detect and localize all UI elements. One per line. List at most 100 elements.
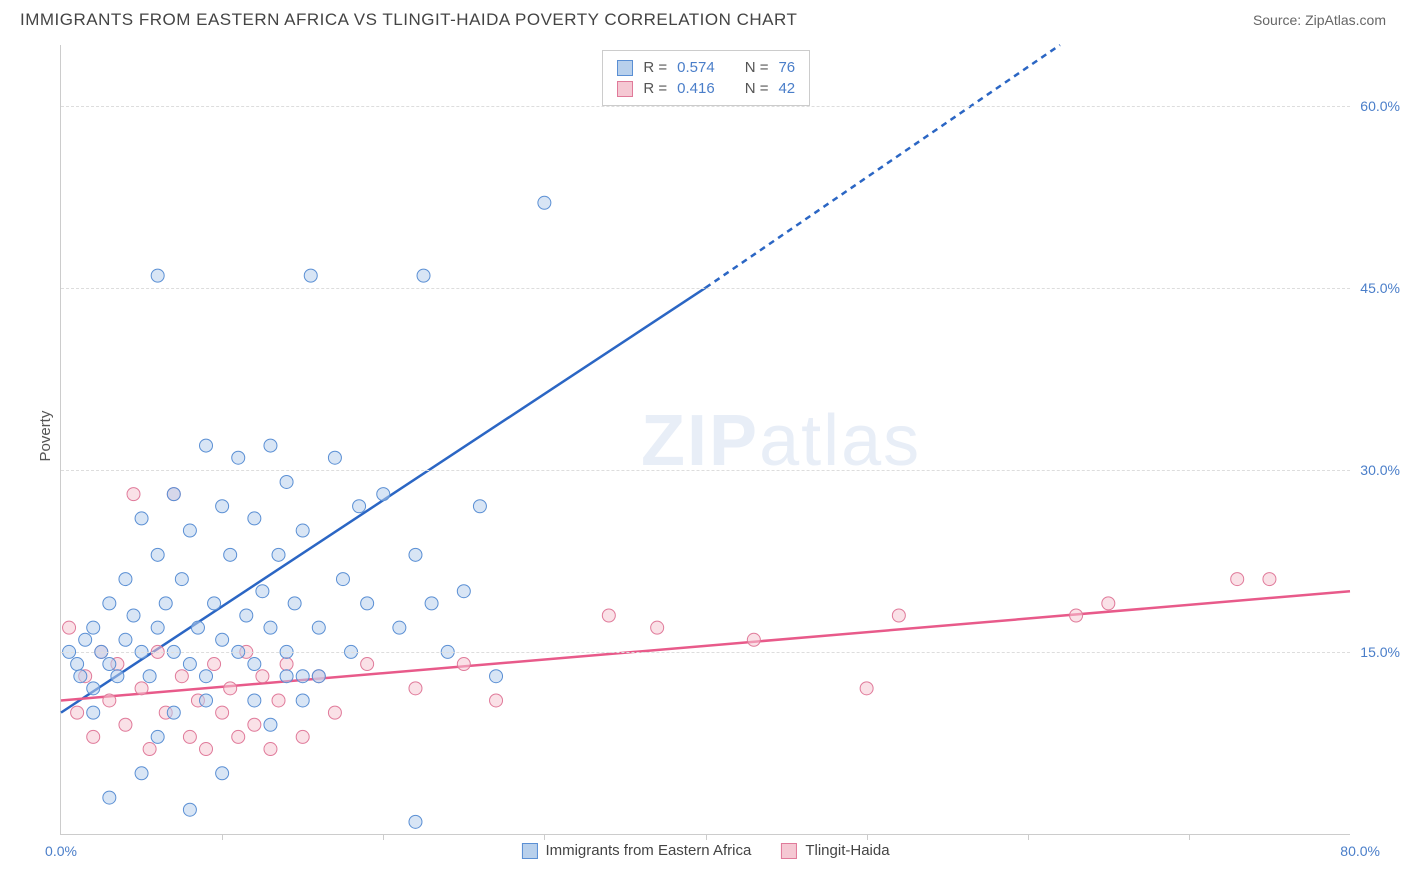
legend-label-a: Immigrants from Eastern Africa <box>545 842 751 859</box>
scatter-point <box>296 694 309 707</box>
scatter-point <box>71 706 84 719</box>
y-axis-label: Poverty <box>37 410 54 461</box>
n-value-a: 76 <box>778 59 795 76</box>
scatter-point <box>248 512 261 525</box>
scatter-point <box>224 548 237 561</box>
scatter-point <box>272 694 285 707</box>
legend-label-b: Tlingit-Haida <box>805 842 889 859</box>
scatter-point <box>353 500 366 513</box>
scatter-point <box>71 658 84 671</box>
scatter-point <box>248 694 261 707</box>
scatter-point <box>892 609 905 622</box>
scatter-point <box>409 682 422 695</box>
r-label: R = <box>643 80 667 97</box>
scatter-point <box>103 791 116 804</box>
legend-bottom: Immigrants from Eastern Africa Tlingit-H… <box>521 842 889 859</box>
scatter-point <box>135 767 148 780</box>
scatter-point <box>296 670 309 683</box>
scatter-point <box>240 609 253 622</box>
scatter-point <box>328 706 341 719</box>
scatter-point <box>1263 573 1276 586</box>
scatter-point <box>296 730 309 743</box>
scatter-point <box>87 706 100 719</box>
scatter-point <box>336 573 349 586</box>
scatter-point <box>232 451 245 464</box>
scatter-point <box>538 196 551 209</box>
scatter-point <box>111 670 124 683</box>
scatter-point <box>167 706 180 719</box>
scatter-point <box>409 548 422 561</box>
chart-container: Poverty ZIPatlas R = 0.574 N = 76 R = 0.… <box>50 45 1390 860</box>
scatter-point <box>256 670 269 683</box>
scatter-point <box>280 475 293 488</box>
scatter-point <box>651 621 664 634</box>
plot-area: ZIPatlas R = 0.574 N = 76 R = 0.416 N = … <box>60 45 1350 835</box>
scatter-point <box>473 500 486 513</box>
scatter-point <box>143 670 156 683</box>
scatter-point <box>151 269 164 282</box>
scatter-point <box>200 670 213 683</box>
scatter-point <box>159 597 172 610</box>
scatter-point <box>216 706 229 719</box>
y-tick-label: 30.0% <box>1360 462 1400 478</box>
scatter-point <box>200 694 213 707</box>
scatter-point <box>393 621 406 634</box>
swatch-series-b <box>617 81 633 97</box>
scatter-point <box>200 743 213 756</box>
scatter-point <box>191 621 204 634</box>
source-label: Source: <box>1253 12 1305 28</box>
scatter-point <box>151 730 164 743</box>
stats-legend-box: R = 0.574 N = 76 R = 0.416 N = 42 <box>602 50 810 106</box>
scatter-point <box>103 658 116 671</box>
scatter-point <box>87 730 100 743</box>
r-value-a: 0.574 <box>677 59 715 76</box>
scatter-point <box>860 682 873 695</box>
scatter-point <box>264 439 277 452</box>
n-label: N = <box>745 59 769 76</box>
scatter-point <box>151 548 164 561</box>
scatter-point <box>119 718 132 731</box>
stats-row-a: R = 0.574 N = 76 <box>617 57 795 78</box>
scatter-point <box>747 633 760 646</box>
scatter-point <box>1102 597 1115 610</box>
scatter-point <box>183 658 196 671</box>
scatter-point <box>602 609 615 622</box>
scatter-point <box>183 803 196 816</box>
scatter-point <box>103 694 116 707</box>
scatter-point <box>1231 573 1244 586</box>
scatter-point <box>135 682 148 695</box>
scatter-point <box>175 670 188 683</box>
swatch-series-a <box>521 843 537 859</box>
legend-item-b: Tlingit-Haida <box>781 842 889 859</box>
scatter-point <box>312 670 325 683</box>
scatter-point <box>361 597 374 610</box>
scatter-point <box>490 670 503 683</box>
scatter-point <box>183 730 196 743</box>
scatter-point <box>490 694 503 707</box>
scatter-plot-svg <box>61 45 1350 834</box>
scatter-point <box>143 743 156 756</box>
scatter-point <box>312 621 325 634</box>
scatter-point <box>280 658 293 671</box>
scatter-point <box>296 524 309 537</box>
y-tick-label: 45.0% <box>1360 280 1400 296</box>
scatter-point <box>1070 609 1083 622</box>
scatter-point <box>361 658 374 671</box>
y-tick-label: 60.0% <box>1360 98 1400 114</box>
scatter-point <box>272 548 285 561</box>
scatter-point <box>304 269 317 282</box>
scatter-point <box>425 597 438 610</box>
scatter-point <box>377 488 390 501</box>
scatter-point <box>175 573 188 586</box>
scatter-point <box>457 585 470 598</box>
legend-item-a: Immigrants from Eastern Africa <box>521 842 751 859</box>
n-label: N = <box>745 80 769 97</box>
scatter-point <box>248 718 261 731</box>
scatter-point <box>74 670 87 683</box>
scatter-point <box>63 621 76 634</box>
scatter-point <box>216 500 229 513</box>
scatter-point <box>103 597 116 610</box>
r-label: R = <box>643 59 667 76</box>
stats-row-b: R = 0.416 N = 42 <box>617 78 795 99</box>
scatter-point <box>216 633 229 646</box>
